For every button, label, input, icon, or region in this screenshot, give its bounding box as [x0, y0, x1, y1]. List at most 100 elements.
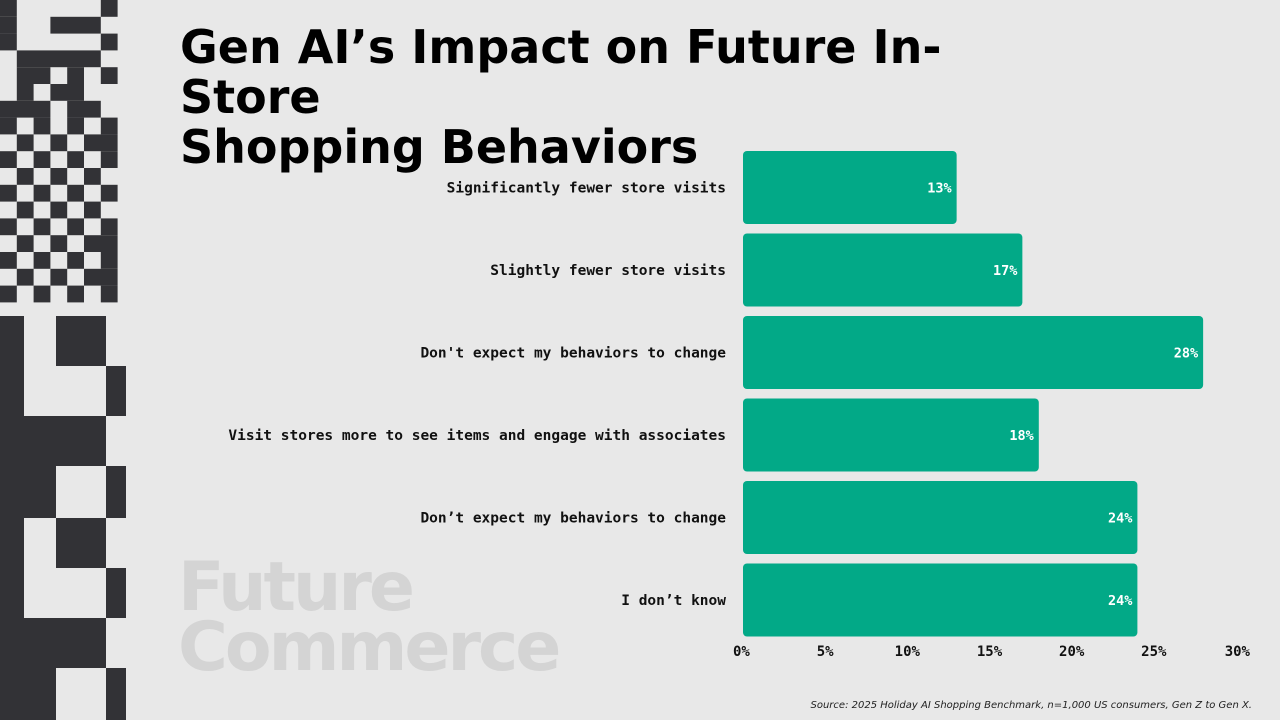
category-label: Don’t expect my behaviors to change	[420, 511, 726, 527]
value-label: 24%	[1108, 511, 1133, 527]
pattern-tile	[67, 117, 84, 135]
category-label: Visit stores more to see items and engag…	[228, 428, 726, 444]
title-line-2: Shopping Behaviors	[180, 120, 699, 174]
value-label: 28%	[1174, 346, 1199, 362]
pattern-tile	[16, 168, 34, 185]
value-label: 13%	[927, 181, 952, 197]
title-line-1: Gen AI’s Impact on Future In-Store	[180, 20, 942, 124]
pattern-block	[106, 568, 126, 618]
bar	[743, 481, 1138, 554]
pattern-tile	[0, 100, 51, 118]
pattern-tile	[100, 184, 118, 202]
pattern-tile	[84, 201, 101, 219]
pattern-tile	[33, 218, 51, 236]
value-label: 17%	[993, 263, 1018, 279]
pattern-block	[106, 466, 126, 518]
pattern-tile	[100, 218, 118, 236]
pattern-tile	[16, 67, 51, 84]
pattern-tile	[0, 16, 17, 34]
pattern-tile	[0, 184, 17, 202]
pattern-tile	[50, 235, 68, 252]
pattern-block	[24, 466, 56, 518]
category-label: Significantly fewer store visits	[447, 181, 726, 197]
pattern-tile	[50, 268, 68, 286]
pattern-block	[24, 668, 56, 720]
pattern-tile	[100, 33, 118, 51]
pattern-block	[24, 416, 106, 466]
pattern-gap	[24, 316, 56, 366]
category-label: Slightly fewer store visits	[490, 263, 726, 279]
pattern-gap	[106, 316, 126, 366]
pattern-tile	[100, 151, 118, 168]
pattern-block	[0, 618, 24, 720]
pattern-block	[24, 618, 106, 668]
bar	[743, 398, 1039, 472]
pattern-tile	[16, 50, 101, 68]
pattern-tile	[100, 285, 118, 303]
category-label: I don’t know	[621, 593, 726, 609]
pattern-tile	[84, 268, 118, 286]
pattern-tile	[100, 252, 118, 269]
value-label: 18%	[1009, 428, 1034, 444]
x-tick-label: 0%	[733, 644, 750, 660]
watermark-line-2: Commerce	[178, 608, 558, 678]
pattern-tile	[33, 252, 51, 269]
pattern-tile	[33, 117, 51, 135]
pattern-tile	[67, 184, 84, 202]
pattern-tile	[50, 134, 68, 152]
pattern-tile	[100, 0, 118, 17]
checker-pattern-decoration	[0, 0, 126, 720]
x-tick-label: 20%	[1059, 644, 1085, 660]
pattern-tile	[84, 168, 101, 185]
pattern-tile	[67, 252, 84, 269]
pattern-tile	[16, 268, 34, 286]
pattern-tile	[0, 252, 17, 269]
pattern-tile	[33, 184, 51, 202]
bar	[743, 563, 1138, 637]
pattern-tile	[50, 16, 101, 34]
pattern-tile	[67, 218, 84, 236]
pattern-block	[0, 416, 24, 518]
x-tick-label: 15%	[977, 644, 1003, 660]
pattern-tile	[67, 285, 84, 303]
pattern-tile	[67, 67, 84, 84]
value-label: 24%	[1108, 593, 1133, 609]
pattern-tile	[50, 201, 68, 219]
pattern-gap	[24, 366, 56, 416]
pattern-block	[0, 518, 24, 618]
pattern-tile	[16, 235, 34, 252]
pattern-tile	[50, 84, 84, 101]
pattern-tile	[33, 151, 51, 168]
x-tick-label: 10%	[895, 644, 921, 660]
pattern-tile	[16, 84, 34, 101]
x-tick-label: 30%	[1225, 644, 1251, 660]
pattern-tile	[0, 117, 17, 135]
bar	[743, 233, 1023, 307]
bar	[743, 316, 1204, 389]
pattern-gap	[56, 366, 106, 416]
pattern-tile	[0, 218, 17, 236]
page-title: Gen AI’s Impact on Future In-Store Shopp…	[180, 22, 1080, 172]
category-label: Don't expect my behaviors to change	[420, 346, 726, 362]
pattern-tile	[33, 285, 51, 303]
pattern-tile	[0, 33, 17, 51]
pattern-tile	[84, 134, 118, 152]
future-commerce-watermark: Future Commerce	[178, 548, 561, 678]
pattern-block	[106, 668, 126, 720]
pattern-tile	[0, 0, 17, 17]
pattern-block	[56, 518, 106, 568]
pattern-tile	[0, 151, 17, 168]
pattern-tile	[0, 285, 17, 303]
pattern-tile	[84, 235, 118, 252]
x-tick-label: 5%	[817, 644, 834, 660]
pattern-tile	[50, 168, 68, 185]
pattern-tile	[16, 201, 34, 219]
source-note: Source: 2025 Holiday AI Shopping Benchma…	[810, 700, 1253, 711]
bar	[743, 151, 957, 224]
x-tick-label: 25%	[1141, 644, 1167, 660]
pattern-tile	[100, 117, 118, 135]
pattern-tile	[100, 67, 118, 84]
pattern-tile	[16, 134, 34, 152]
pattern-tile	[67, 151, 84, 168]
